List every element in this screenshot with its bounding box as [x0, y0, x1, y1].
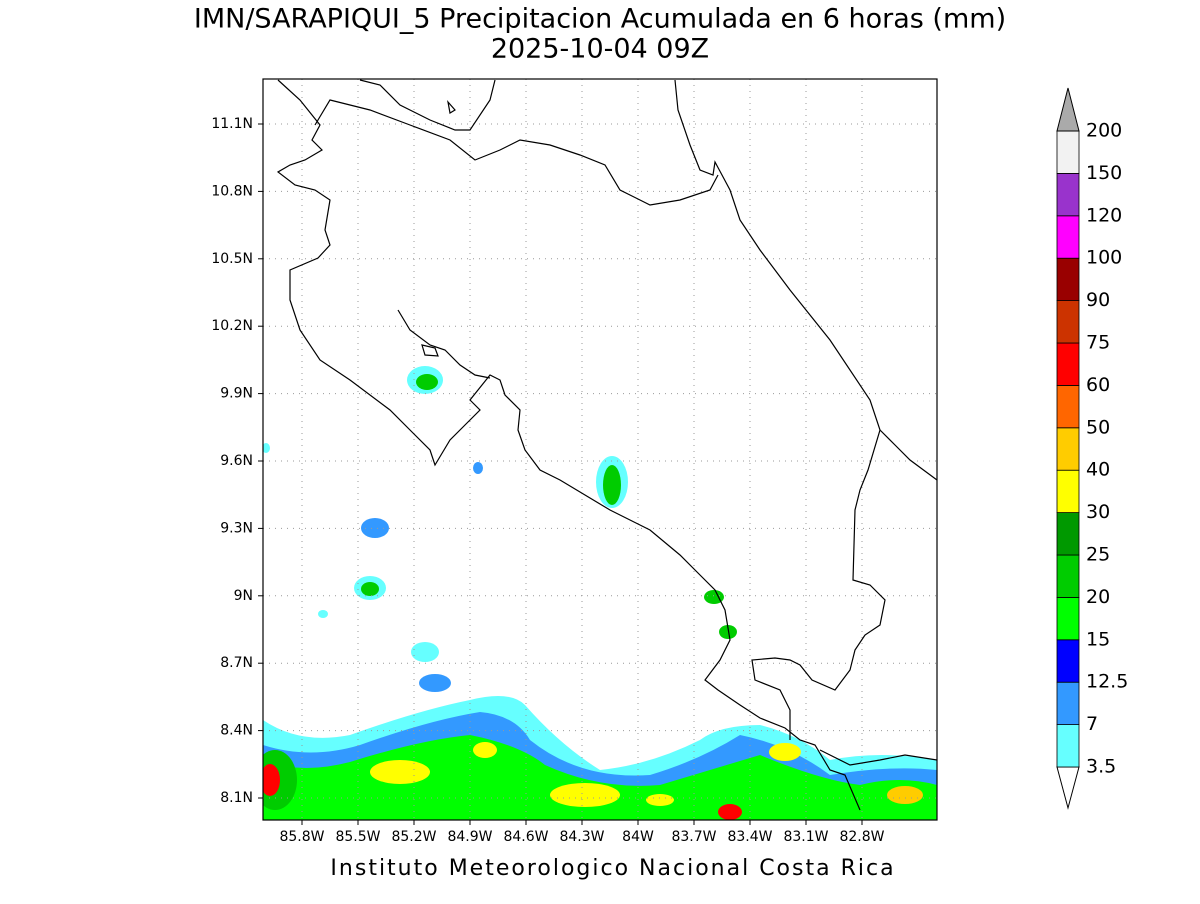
- colorbar-segment: [1056, 724, 1080, 768]
- colorbar-label: 90: [1086, 289, 1110, 311]
- colorbar-extension: [1056, 87, 1080, 132]
- footer: Instituto Meteorologico Nacional Costa R…: [330, 856, 895, 881]
- lat-tick-label: 11.1N: [211, 116, 253, 132]
- lat-tick-label: 9N: [234, 588, 253, 604]
- colorbar-label: 30: [1086, 501, 1110, 523]
- precip-area: [263, 443, 270, 453]
- colorbar-segment: [1056, 342, 1080, 386]
- lon-tick-label: 84.9W: [447, 829, 492, 845]
- lat-tick-label: 10.8N: [211, 183, 253, 199]
- coastline: [359, 79, 496, 131]
- colorbar-label: 25: [1086, 544, 1110, 566]
- lon-tick-label: 84W: [622, 829, 654, 845]
- colorbar-segment: [1056, 384, 1080, 429]
- colorbar-label: 150: [1086, 162, 1122, 184]
- precip-area: [473, 462, 483, 474]
- colorbar: 3.5 7 12.5 15 20 25 30 40 50 60 75 90 100 120 150 200: [1056, 87, 1128, 810]
- precip-area: [370, 760, 430, 784]
- precip-area: [704, 590, 724, 604]
- lat-tick-label: 10.5N: [211, 251, 253, 267]
- lat-tick-label: 9.3N: [220, 520, 253, 536]
- colorbar-label: 200: [1086, 120, 1122, 142]
- coastline: [276, 79, 861, 811]
- precip-area: [416, 374, 438, 390]
- colorbar-segment: [1056, 639, 1080, 683]
- lon-tick-label: 82.8W: [839, 829, 884, 845]
- lat-tick-label: 10.2N: [211, 318, 253, 334]
- colorbar-segment: [1056, 172, 1080, 217]
- precip-area: [719, 625, 737, 639]
- lon-tick-label: 85.2W: [391, 829, 436, 845]
- precip-area: [263, 735, 937, 820]
- colorbar-segment: [1056, 130, 1080, 174]
- precip-area: [769, 743, 801, 761]
- precip-area: [646, 794, 674, 806]
- lat-tick-label: 9.6N: [220, 453, 253, 469]
- colorbar-segment: [1056, 427, 1080, 471]
- precip-area: [473, 742, 497, 758]
- colorbar-label: 100: [1086, 247, 1122, 269]
- colorbar-segment: [1056, 469, 1080, 514]
- colorbar-label: 3.5: [1086, 756, 1116, 778]
- lon-tick-label: 83.1W: [783, 829, 828, 845]
- colorbar-segment: [1056, 512, 1080, 556]
- lat-tick-label: 8.7N: [220, 655, 253, 671]
- subtitle: 2025-10-04 09Z: [491, 34, 709, 65]
- lon-tick-label: 85.5W: [335, 829, 380, 845]
- colorbar-label: 20: [1086, 586, 1110, 608]
- precip-area: [263, 764, 280, 796]
- colorbar-label: 75: [1086, 332, 1110, 354]
- lon-tick-label: 83.7W: [671, 829, 716, 845]
- colorbar-label: 40: [1086, 459, 1110, 481]
- colorbar-label: 7: [1086, 713, 1098, 735]
- coastline: [421, 99, 456, 357]
- precip-area: [411, 642, 439, 662]
- coastline: [674, 79, 886, 740]
- title-line: IMN/SARAPIQUI_5 Precipitacion Acumulada …: [194, 4, 1006, 35]
- precip-area: [361, 518, 389, 538]
- coastlines: [276, 79, 937, 811]
- colorbar-segment: [1056, 257, 1080, 302]
- coastline: [879, 429, 937, 481]
- colorbar-label: 60: [1086, 374, 1110, 396]
- grid: 11.1N 10.8N 10.5N 10.2N 9.9N 9.6N 9.3N 9N 8.7N 8.…: [211, 79, 937, 845]
- colorbar-segment: [1056, 681, 1080, 726]
- colorbar-segment: [1056, 300, 1080, 344]
- lat-tick-label: 9.9N: [220, 386, 253, 402]
- colorbar-label: 50: [1086, 416, 1110, 438]
- lon-tick-label: 83.4W: [727, 829, 772, 845]
- precip-fields: [263, 366, 937, 820]
- colorbar-segment: [1056, 215, 1080, 259]
- colorbar-segment: [1056, 554, 1080, 598]
- lon-tick-label: 84.6W: [503, 829, 548, 845]
- precip-area: [718, 804, 742, 820]
- colorbar-label: 12.5: [1086, 671, 1128, 693]
- colorbar-label: 15: [1086, 628, 1110, 650]
- precip-area: [318, 610, 328, 618]
- lon-tick-label: 84.3W: [559, 829, 604, 845]
- coastline: [819, 749, 937, 766]
- precip-area: [419, 674, 451, 692]
- precip-area: [603, 465, 621, 505]
- map-plot: 11.1N 10.8N 10.5N 10.2N 9.9N 9.6N 9.3N 9N 8.7N 8.…: [211, 78, 938, 845]
- precip-area: [887, 786, 923, 804]
- colorbar-segment: [1056, 597, 1080, 641]
- lon-tick-label: 85.8W: [279, 829, 324, 845]
- colorbar-label: 120: [1086, 204, 1122, 226]
- precip-area: [550, 783, 620, 807]
- lat-tick-label: 8.1N: [220, 790, 253, 806]
- lat-tick-label: 8.4N: [220, 723, 253, 739]
- coastline: [314, 99, 719, 206]
- map-frame: [262, 78, 938, 821]
- precip-area: [361, 582, 379, 596]
- coastline: [397, 309, 491, 379]
